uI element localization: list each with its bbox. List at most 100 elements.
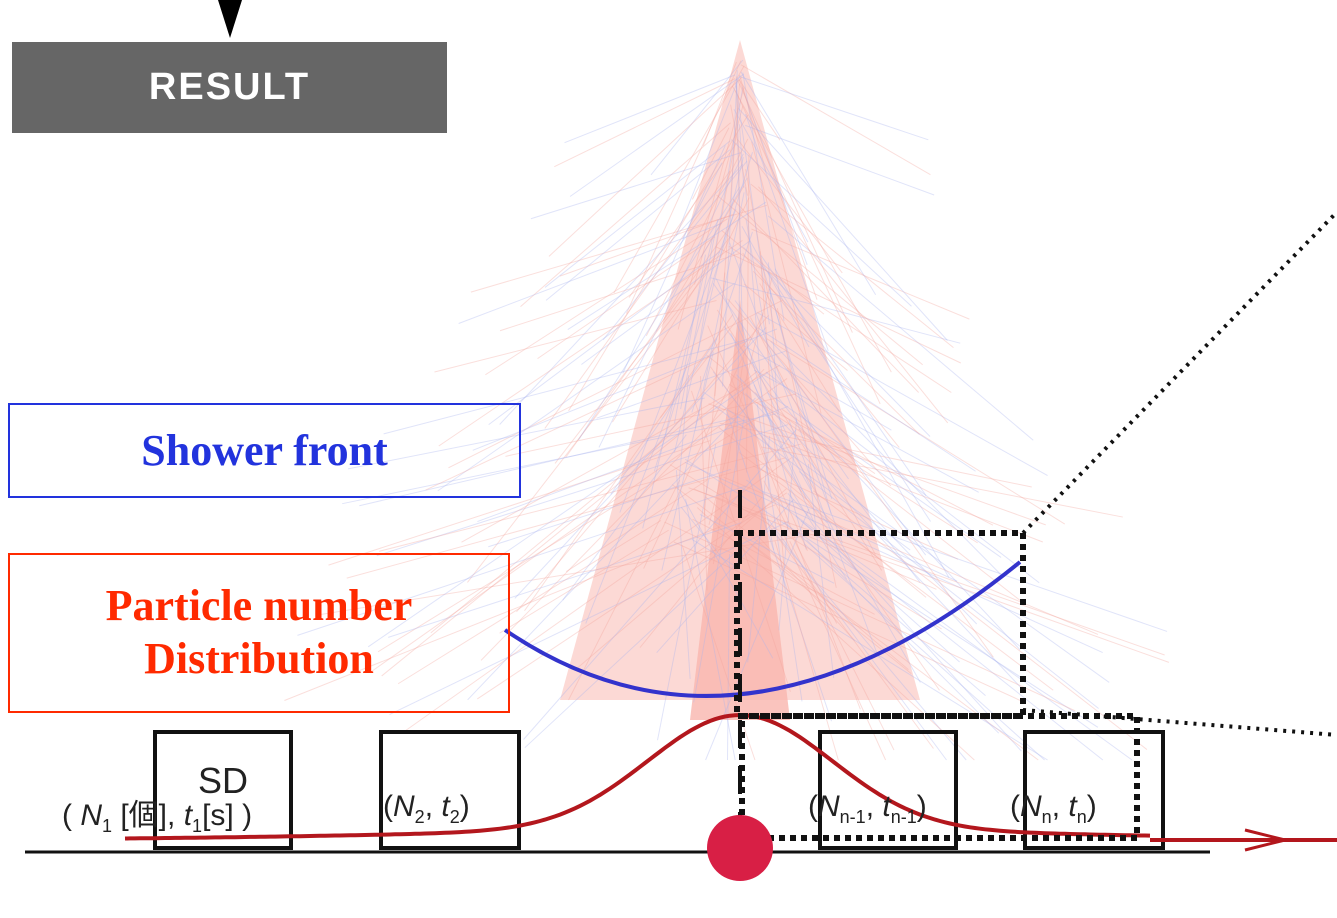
reading-part: 1 <box>102 816 113 836</box>
track <box>321 533 815 615</box>
track <box>743 345 892 431</box>
track <box>548 76 743 257</box>
track <box>655 185 745 332</box>
track <box>565 479 708 573</box>
track <box>747 435 771 663</box>
track <box>740 76 929 141</box>
track <box>759 513 934 749</box>
shower-front-curve <box>503 560 1022 698</box>
arrow-head <box>1244 828 1286 852</box>
track <box>524 314 734 612</box>
track <box>684 461 1103 654</box>
track <box>745 187 770 492</box>
track <box>397 520 662 685</box>
track <box>438 240 743 447</box>
track <box>768 410 820 498</box>
track <box>776 518 887 761</box>
track <box>477 405 789 523</box>
zoom-line <box>1022 708 1337 737</box>
reading-part: ( <box>383 790 393 823</box>
track <box>783 521 986 696</box>
track <box>745 124 935 196</box>
track <box>448 299 783 469</box>
track <box>740 71 877 296</box>
track <box>378 443 801 552</box>
track <box>477 492 788 700</box>
track <box>750 183 954 349</box>
track <box>677 87 745 330</box>
track <box>712 133 737 266</box>
track <box>622 145 726 374</box>
track <box>467 397 756 701</box>
track <box>703 272 726 517</box>
track <box>700 376 708 591</box>
track <box>703 391 1110 683</box>
track <box>613 65 745 294</box>
track <box>747 416 861 710</box>
detector-label: SD <box>197 760 248 801</box>
track <box>437 282 735 492</box>
reading-part: t <box>183 799 193 832</box>
reading-part: ( <box>808 790 818 823</box>
track <box>799 529 1170 663</box>
track <box>377 413 765 653</box>
track <box>751 141 822 414</box>
track <box>709 366 803 493</box>
track <box>710 277 961 344</box>
track <box>798 487 940 691</box>
track <box>767 518 947 761</box>
track <box>765 371 1040 584</box>
track <box>770 494 958 582</box>
track <box>756 404 803 702</box>
track <box>693 415 745 703</box>
reading-part: , <box>865 790 883 823</box>
track <box>763 434 1043 543</box>
track <box>731 85 892 373</box>
track <box>576 488 787 669</box>
track <box>347 397 705 470</box>
detector-reading: (Nn-1, tn-1) <box>808 790 927 828</box>
detector <box>1023 730 1165 850</box>
track <box>787 493 1022 752</box>
track <box>745 218 785 444</box>
track <box>505 393 797 457</box>
shower-front-label: Shower front <box>8 403 521 498</box>
track <box>751 528 856 641</box>
reading-part: n-1 <box>890 807 917 827</box>
track <box>369 378 788 673</box>
track <box>743 246 931 437</box>
track <box>719 197 750 259</box>
track <box>798 428 978 544</box>
track <box>728 245 952 393</box>
reading-part: N <box>1020 790 1042 823</box>
track <box>656 499 794 654</box>
track <box>803 543 1045 761</box>
track <box>738 124 745 188</box>
track <box>342 413 776 505</box>
track <box>733 108 809 243</box>
track <box>745 169 778 344</box>
particle-distribution-label: Particle number Distribution <box>8 553 510 713</box>
track <box>714 83 741 397</box>
track <box>559 213 734 277</box>
track <box>653 152 753 472</box>
track <box>737 138 843 274</box>
track <box>788 419 879 658</box>
result-banner: RESULT <box>12 42 447 133</box>
track <box>568 479 681 701</box>
track <box>798 471 1099 709</box>
track <box>736 263 741 472</box>
track <box>756 312 1048 477</box>
track <box>736 85 742 286</box>
track <box>520 122 731 307</box>
track <box>708 403 1046 526</box>
track <box>661 351 714 571</box>
track <box>660 316 740 418</box>
track <box>524 551 737 749</box>
track <box>767 272 931 522</box>
zoom-box <box>739 713 1140 841</box>
track <box>691 127 730 200</box>
detector-reading: ( N1 [個], t1[s] ) <box>62 790 252 837</box>
track <box>564 74 736 144</box>
